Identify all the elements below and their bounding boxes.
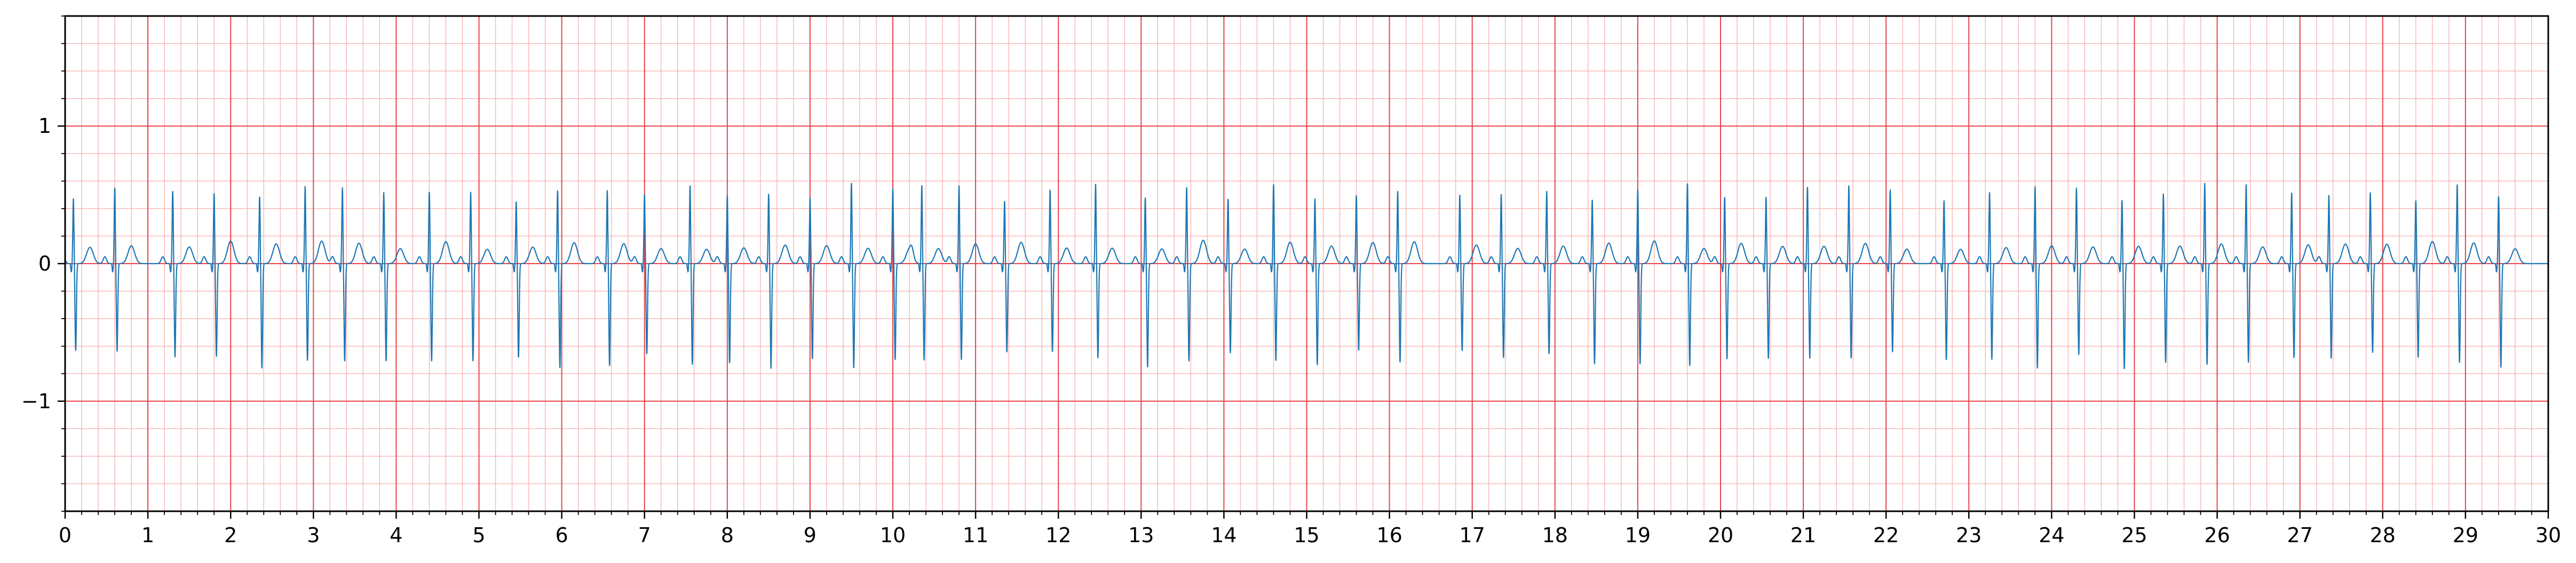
- x-tick-label: 24: [2039, 524, 2064, 547]
- x-tick-label: 8: [721, 524, 734, 547]
- x-tick-label: 4: [390, 524, 402, 547]
- x-tick-label: 19: [1625, 524, 1651, 547]
- x-tick-label: 10: [880, 524, 906, 547]
- x-tick-label: 13: [1128, 524, 1154, 547]
- x-tick-label: 26: [2204, 524, 2230, 547]
- x-tick-label: 14: [1211, 524, 1237, 547]
- y-tick-label: −1: [21, 390, 51, 413]
- x-tick-label: 23: [1956, 524, 1981, 547]
- x-tick-label: 1: [141, 524, 154, 547]
- x-tick-label: 3: [307, 524, 320, 547]
- x-tick-label: 25: [2121, 524, 2147, 547]
- x-tick-label: 15: [1294, 524, 1319, 547]
- x-tick-label: 29: [2453, 524, 2478, 547]
- x-tick-label: 12: [1045, 524, 1071, 547]
- x-tick-label: 7: [638, 524, 651, 547]
- x-tick-label: 5: [472, 524, 485, 547]
- y-tick-label: 1: [38, 114, 51, 138]
- x-tick-label: 22: [1873, 524, 1899, 547]
- x-tick-label: 21: [1790, 524, 1816, 547]
- y-tick-label: 0: [38, 252, 51, 275]
- x-tick-label: 11: [963, 524, 988, 547]
- x-tick-label: 30: [2535, 524, 2561, 547]
- x-tick-label: 9: [804, 524, 817, 547]
- x-tick-label: 16: [1376, 524, 1402, 547]
- x-tick-label: 17: [1460, 524, 1485, 547]
- x-tick-label: 20: [1708, 524, 1733, 547]
- x-tick-label: 0: [59, 524, 72, 547]
- x-tick-label: 18: [1542, 524, 1568, 547]
- x-tick-label: 2: [224, 524, 237, 547]
- y-axis-ticks: −1 0 1: [21, 15, 65, 512]
- x-tick-label: 6: [556, 524, 568, 547]
- x-tick-label: 27: [2287, 524, 2313, 547]
- x-axis-ticks: 0 1 2 3 4 5 6 7 8 9 10 11 12 13 14 15 16 17 18 19 20 21 22 23 24…: [59, 511, 2561, 547]
- major-grid: [65, 16, 2549, 511]
- x-tick-label: 28: [2370, 524, 2396, 547]
- ecg-trace-line: [64, 183, 2548, 369]
